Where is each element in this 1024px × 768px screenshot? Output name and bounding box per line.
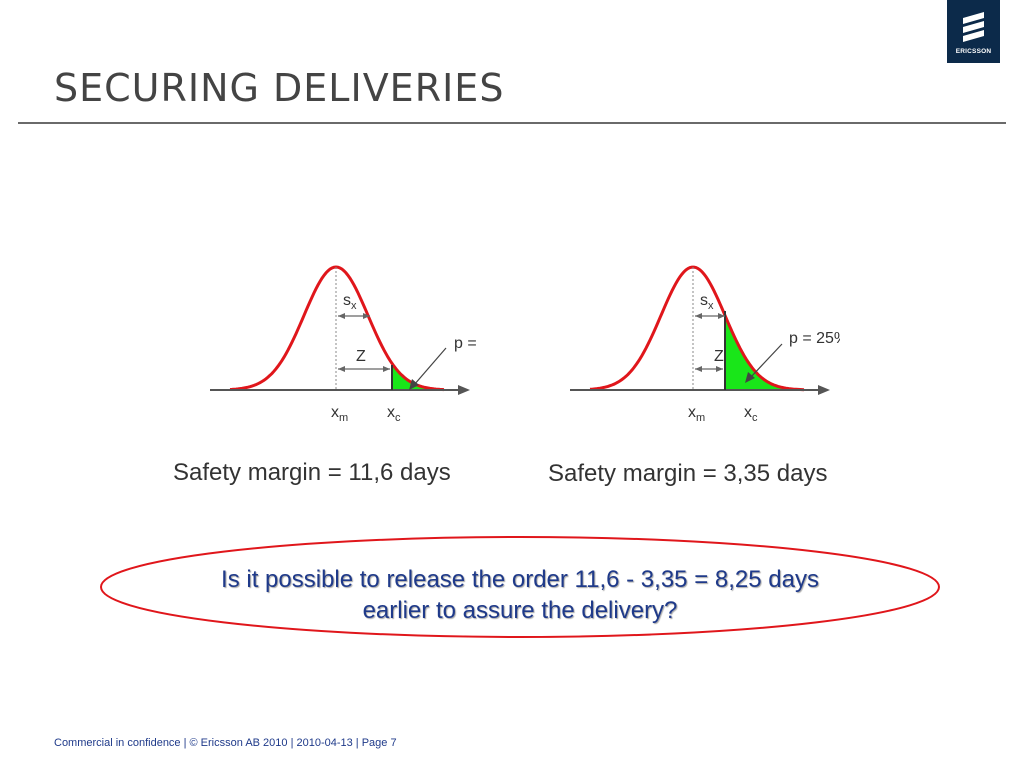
critical-label: xc (744, 404, 758, 424)
sigma-arrowhead-right (718, 313, 725, 319)
logo-text: ERICSSON (955, 48, 992, 55)
safety-margin-left: Safety margin = 11,6 days (173, 459, 451, 486)
z-arrowhead-right (383, 366, 390, 372)
p-label: p = 25% (789, 330, 840, 347)
ericsson-logo: ERICSSON (947, 0, 1000, 63)
z-arrowhead-left (695, 366, 702, 372)
p-pointer-arrowhead (409, 379, 419, 390)
ericsson-mark-icon (963, 12, 984, 42)
sigma-label: sx (700, 292, 714, 312)
safety-margin-right: Safety margin = 3,35 days (548, 460, 828, 487)
sigma-arrowhead-left (338, 313, 345, 319)
z-label: Z (714, 348, 724, 365)
sigma-arrowhead-right (363, 313, 370, 319)
sigma-arrowhead-left (695, 313, 702, 319)
p-label: p = 1% (454, 335, 480, 352)
z-label: Z (356, 348, 366, 365)
x-axis-arrowhead (458, 385, 470, 395)
mean-label: xm (331, 404, 348, 424)
distribution-diagram-right: sx Z p = 25% xm xc (570, 265, 840, 424)
mean-label: xm (688, 404, 705, 424)
bell-curve (229, 265, 445, 392)
x-axis-arrowhead (818, 385, 830, 395)
question-line-2: earlier to assure the delivery? (362, 597, 678, 624)
title-divider (18, 122, 1006, 124)
p-pointer (749, 343, 783, 379)
footer: Commercial in confidence | © Ericsson AB… (54, 737, 397, 749)
question-highlight-ellipse (100, 536, 940, 638)
critical-label: xc (387, 404, 401, 424)
tail-area (392, 363, 445, 390)
bell-curve (589, 265, 805, 392)
z-arrowhead-left (338, 366, 345, 372)
slide-title: SECURING DELIVERIES (54, 66, 505, 110)
distribution-diagram-left: sx Z p = 1% xm xc (210, 265, 480, 424)
p-pointer (413, 347, 447, 386)
p-pointer-arrowhead (745, 372, 755, 383)
z-arrowhead-right (716, 366, 723, 372)
question-line-1: Is it possible to release the order 11,6… (221, 566, 819, 593)
tail-area (725, 315, 805, 390)
question-callout: Is it possible to release the order 11,6… (150, 564, 890, 626)
sigma-label: sx (343, 292, 357, 312)
